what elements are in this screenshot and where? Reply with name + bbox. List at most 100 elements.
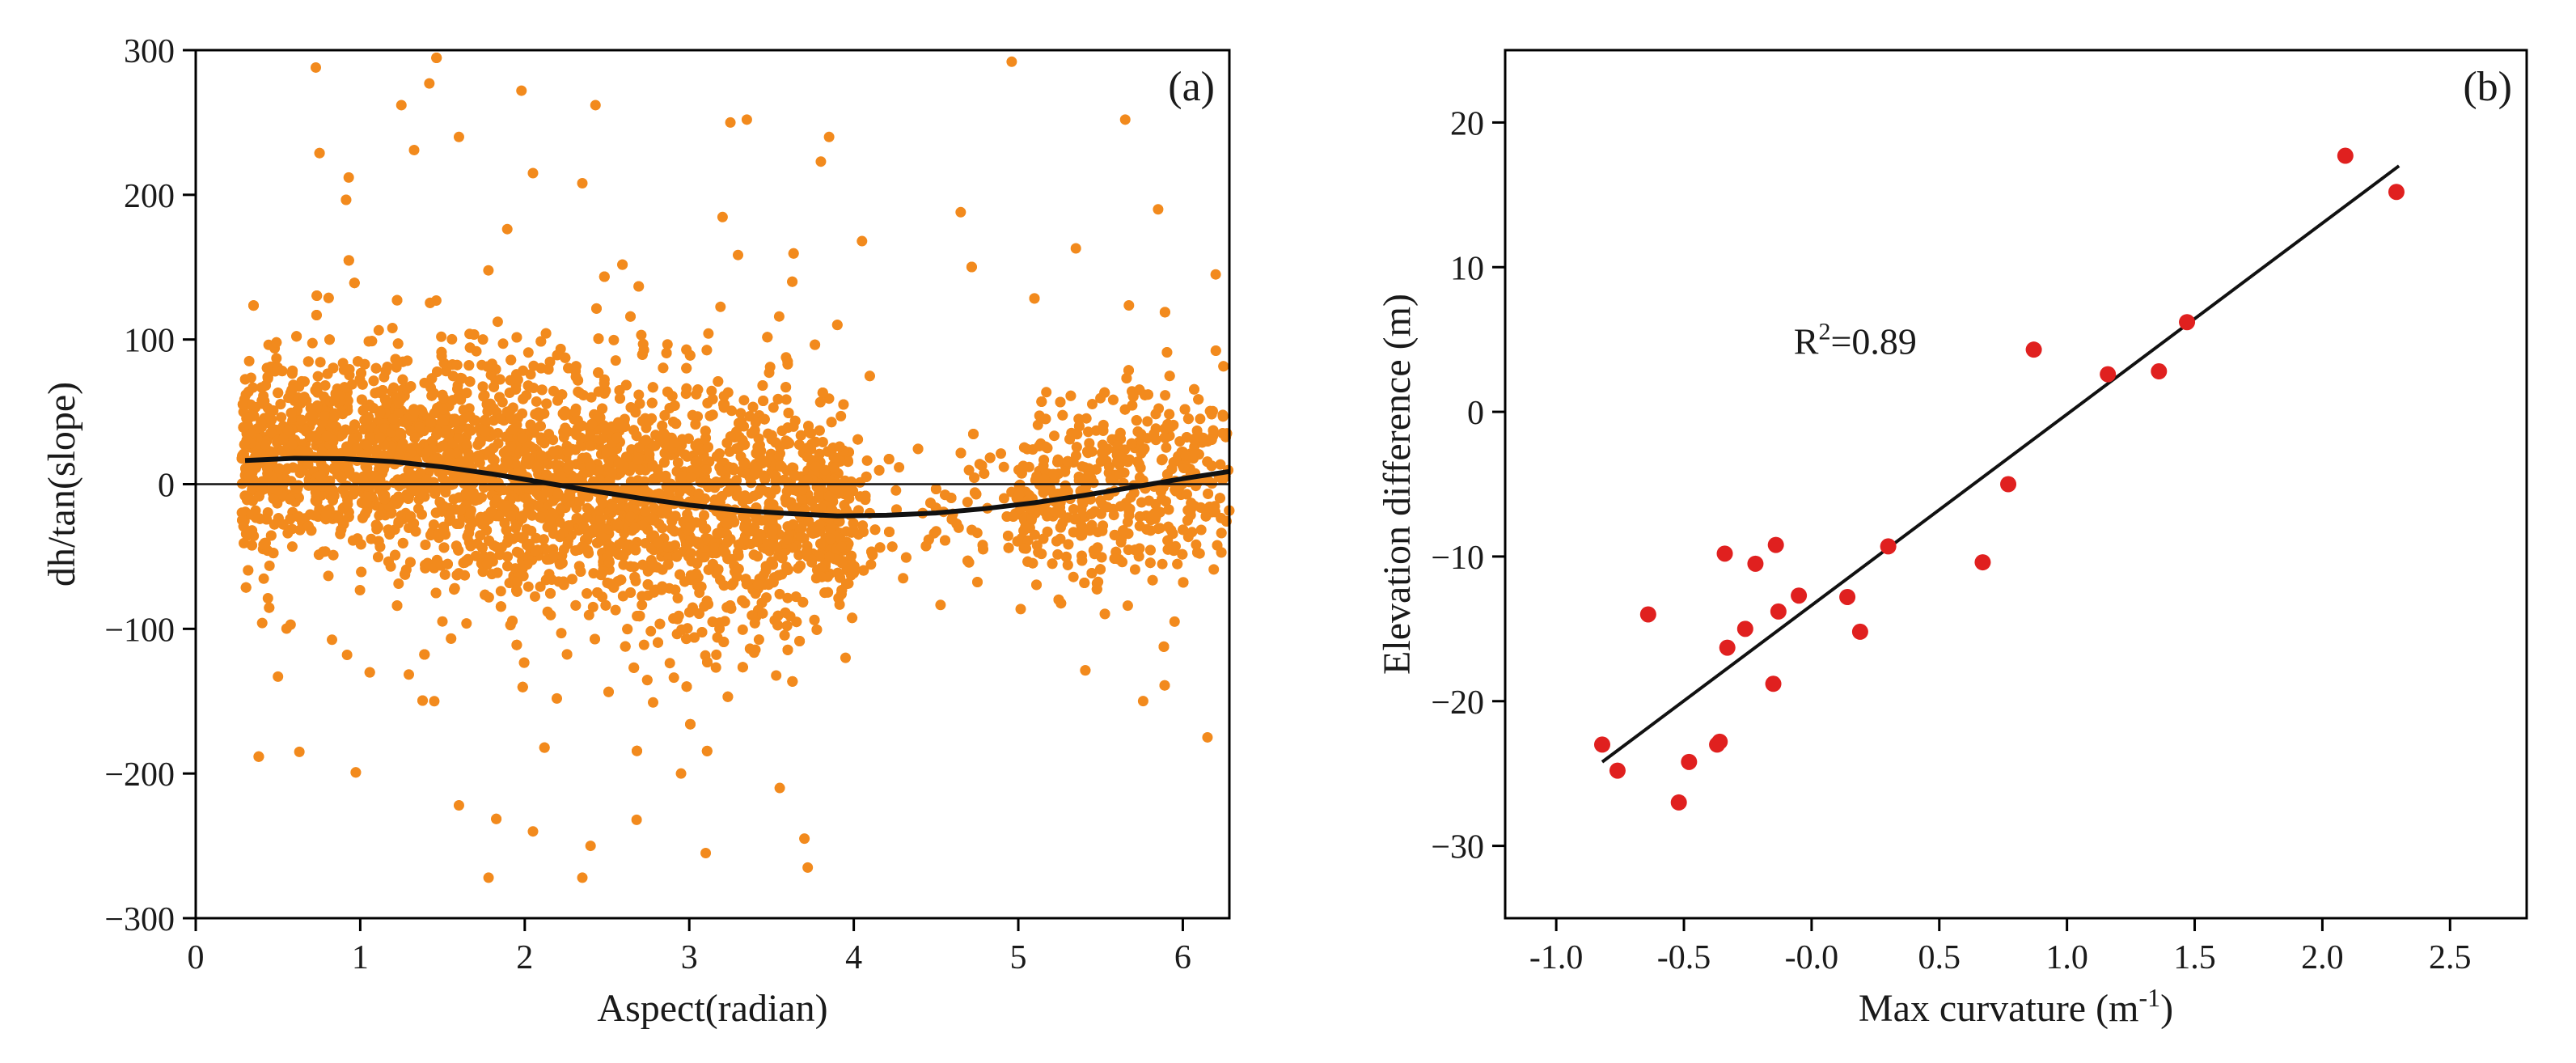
panel-a-point: [810, 339, 821, 350]
panel-a-point: [867, 549, 878, 561]
panel-a-point: [446, 333, 458, 345]
panel-a-point: [236, 507, 247, 519]
panel-a-point: [861, 455, 873, 466]
panel-a-point: [740, 574, 751, 585]
panel-a-point: [1191, 539, 1202, 550]
panel-a-point: [286, 407, 297, 418]
panel-a-point: [1203, 488, 1214, 499]
panel-a-point: [685, 548, 696, 559]
panel-a-point: [748, 549, 759, 561]
panel-a-point: [661, 347, 672, 358]
panel-a-point: [1108, 510, 1119, 521]
panel-a-point: [1210, 345, 1221, 356]
panel-a-point: [282, 527, 294, 539]
panel-a-point: [890, 485, 902, 496]
panel-a-point: [672, 592, 683, 603]
panel-a-point: [276, 412, 287, 423]
panel-a-point: [548, 550, 560, 561]
panel-a-point: [672, 457, 683, 468]
panel-a-point: [737, 595, 748, 606]
panel-a-point: [1189, 383, 1199, 395]
panel-a-point: [979, 468, 990, 479]
panel-a-point: [715, 301, 726, 312]
panel-a-point: [323, 570, 334, 582]
panel-a-point: [258, 573, 269, 584]
panel-a-point: [497, 338, 509, 349]
panel-a-point: [1122, 600, 1133, 612]
panel-a-point: [1142, 416, 1153, 427]
panel-a-point: [607, 501, 618, 512]
panel-a-point: [1083, 426, 1093, 438]
panel-a-point: [1052, 548, 1064, 560]
panel-a-point: [634, 398, 645, 409]
panel-a-point: [633, 389, 645, 400]
panel-a-point: [793, 562, 804, 574]
panel-a-point: [245, 399, 256, 410]
panel-a-point: [920, 540, 932, 552]
panel-a-point: [1195, 502, 1207, 513]
panel-a-point: [669, 400, 680, 411]
panel-a-point: [1164, 371, 1175, 382]
panel-a-point: [733, 249, 743, 260]
panel-a-point: [436, 331, 447, 342]
panel-a-point: [682, 451, 693, 462]
panel-a-point: [1064, 434, 1076, 445]
panel-a-point: [510, 383, 522, 395]
panel-a-point: [744, 411, 755, 422]
panel-a-point: [1178, 463, 1190, 473]
panel-a-point: [383, 556, 394, 567]
panel-a-point: [658, 362, 669, 374]
panel-a-point: [702, 397, 713, 409]
panel-a-point: [354, 585, 366, 595]
panel-a-point: [366, 431, 377, 443]
panel-a-point: [239, 537, 249, 548]
panel-a-point: [1159, 680, 1170, 691]
panel-a-point: [754, 439, 765, 451]
panel-a-point: [591, 303, 602, 314]
panel-a-point: [1119, 404, 1131, 415]
panel-a-point: [1123, 300, 1135, 311]
panel-a-point: [848, 525, 859, 536]
panel-a-point: [522, 581, 534, 592]
panel-a-point: [319, 380, 331, 391]
panel-a-point: [356, 566, 367, 578]
panel-a-point: [256, 617, 268, 629]
panel-a-point: [998, 461, 1009, 472]
panel-a-point: [268, 493, 279, 504]
panel-a-point: [751, 513, 762, 524]
panel-a-point-cloud: [236, 53, 1235, 883]
panel-a-point: [1097, 525, 1108, 536]
panel-a-point: [436, 350, 447, 362]
panel-a-point: [463, 360, 475, 371]
panel-a-point: [1144, 557, 1156, 569]
panel-a-point: [437, 616, 448, 627]
panel-a-point: [449, 582, 460, 594]
panel-a-point: [590, 633, 600, 645]
panel-a-point: [1215, 459, 1226, 470]
panel-a-point: [788, 519, 799, 530]
panel-a-point: [518, 393, 529, 404]
panel-a-point: [459, 570, 471, 581]
panel-a-point: [502, 561, 513, 572]
panel-a-point: [314, 147, 325, 159]
panel-a-point: [1112, 440, 1123, 451]
panel-a-point: [264, 602, 275, 613]
panel-a-point: [357, 379, 368, 390]
panel-a-point: [545, 609, 556, 620]
panel-a-point: [815, 562, 827, 574]
panel-a-point: [558, 579, 569, 591]
panel-a-point: [1041, 387, 1052, 398]
panel-a-point: [1047, 558, 1058, 570]
panel-a-point: [1084, 524, 1095, 536]
panel-a-point: [404, 669, 414, 680]
panel-a-point: [595, 513, 607, 524]
panel-a-point: [670, 540, 680, 551]
panel-a-point: [1087, 399, 1098, 409]
panel-a-point: [1063, 539, 1074, 550]
panel-a-point: [1157, 558, 1168, 570]
panel-a-point: [1150, 409, 1161, 420]
panel-a-point: [1015, 603, 1026, 615]
panel-a-point: [373, 552, 383, 563]
panel-a-point: [491, 541, 502, 553]
panel-a-point: [531, 532, 542, 544]
